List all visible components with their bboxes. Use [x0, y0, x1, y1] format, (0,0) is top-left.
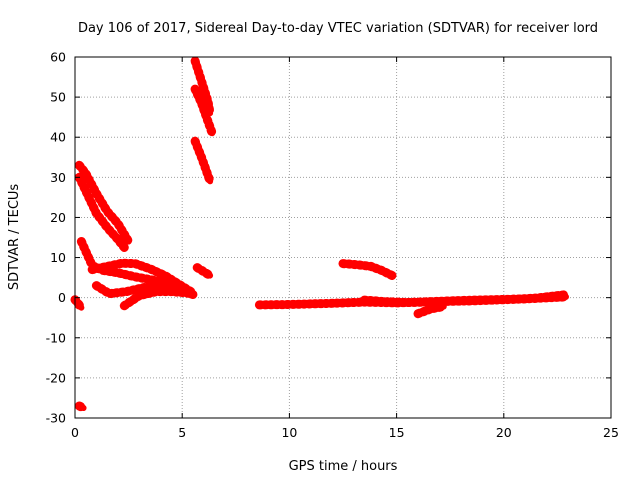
- series-crossmarks: [119, 287, 198, 311]
- series-crossmarks: [70, 295, 86, 313]
- series-crossmarks: [359, 290, 569, 307]
- series-track-4: [87, 258, 196, 297]
- grid: [75, 57, 611, 418]
- series-crossmarks: [413, 302, 449, 319]
- axis-ticks: 0 5 10 15 20 25 -30 -20 -10 0 10 20 30 40 50 60: [46, 50, 619, 441]
- y-tick-label: 20: [50, 210, 66, 225]
- data-series: [70, 56, 571, 413]
- series-track-2: [74, 172, 129, 252]
- series-track-11: [190, 136, 215, 186]
- series-crossmarks: [338, 259, 397, 281]
- series-track-16: [338, 259, 397, 281]
- series-track-8: [74, 401, 89, 413]
- chart-title: Day 106 of 2017, Sidereal Day-to-day VTE…: [78, 21, 598, 36]
- series-crossmarks: [190, 56, 215, 118]
- x-tick-label: 15: [389, 425, 405, 440]
- y-tick-label: 10: [50, 250, 66, 265]
- series-track-14: [359, 290, 569, 307]
- x-tick-label: 25: [603, 425, 619, 440]
- y-tick-label: 50: [50, 90, 66, 105]
- y-tick-label: -20: [46, 370, 66, 385]
- series-track-10: [190, 84, 217, 138]
- series-crossmarks: [190, 136, 215, 186]
- y-tick-label: -30: [46, 411, 66, 426]
- y-tick-label: 0: [58, 290, 66, 305]
- x-tick-label: 5: [178, 425, 186, 440]
- y-tick-label: 60: [50, 50, 66, 65]
- series-track-6: [119, 287, 198, 311]
- series-track-7: [70, 295, 86, 313]
- x-tick-label: 20: [496, 425, 512, 440]
- series-track-1: [74, 160, 134, 246]
- y-tick-label: 40: [50, 130, 66, 145]
- x-tick-label: 10: [281, 425, 297, 440]
- series-crossmarks: [87, 258, 196, 297]
- series-track-9: [190, 56, 215, 118]
- series-crossmarks: [190, 84, 217, 138]
- series-crossmarks: [74, 401, 89, 413]
- y-axis-label: SDTVAR / TECUs: [7, 184, 22, 291]
- y-tick-label: -10: [46, 330, 66, 345]
- series-track-15: [413, 302, 449, 319]
- series-crossmarks: [74, 160, 134, 246]
- plot-frame: [74, 56, 612, 419]
- series-crossmarks: [192, 263, 215, 281]
- series-track-12: [192, 263, 215, 281]
- series-crossmarks: [74, 172, 129, 252]
- x-axis-label: GPS time / hours: [289, 459, 398, 474]
- y-tick-label: 30: [50, 170, 66, 185]
- x-tick-label: 0: [71, 425, 79, 440]
